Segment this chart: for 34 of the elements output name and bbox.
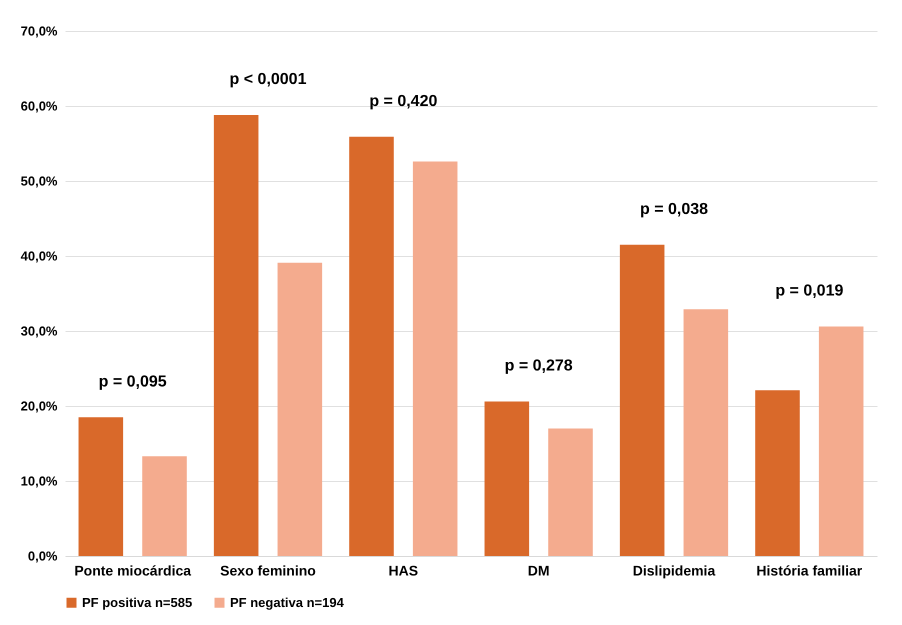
- annotation: p = 0,038: [640, 200, 708, 218]
- annotation: p = 0,420: [369, 92, 438, 110]
- y-tick-label: 60,0%: [20, 98, 58, 114]
- y-tick-label: 20,0%: [20, 398, 58, 414]
- annotation: p = 0,095: [98, 373, 167, 390]
- legend-label: PF positiva n=585: [82, 594, 192, 610]
- y-tick-label: 70,0%: [20, 24, 58, 38]
- y-tick-label: 40,0%: [20, 248, 58, 264]
- bar: [484, 402, 530, 556]
- bar: [214, 115, 258, 556]
- y-tick-label: 0,0%: [28, 548, 58, 564]
- x-tick-label: Sexo feminino: [220, 562, 316, 578]
- x-tick-label: Ponte miocárdica: [74, 562, 192, 578]
- bar: [412, 162, 458, 556]
- annotation: p = 0,278: [504, 358, 573, 374]
- y-tick-label: 10,0%: [20, 474, 58, 488]
- x-tick-label: HAS: [388, 562, 418, 578]
- y-tick-label: 30,0%: [20, 324, 58, 338]
- bar: [278, 262, 322, 556]
- x-tick-label: História familiar: [756, 562, 863, 578]
- bar: [349, 136, 394, 556]
- legend-label: PF negativa n=194: [230, 594, 345, 610]
- bar: [755, 390, 800, 556]
- bar: [142, 456, 187, 556]
- annotation: p < 0,0001: [230, 71, 307, 88]
- bar: [620, 244, 664, 556]
- x-tick-label: DM: [528, 562, 550, 578]
- x-tick-label: Dislipidemia: [632, 562, 716, 578]
- annotation: p = 0,019: [775, 282, 844, 300]
- bar: [818, 326, 864, 556]
- bar: [78, 417, 124, 556]
- y-tick-label: 50,0%: [20, 174, 58, 188]
- bar: [548, 428, 593, 556]
- bar: [684, 309, 728, 556]
